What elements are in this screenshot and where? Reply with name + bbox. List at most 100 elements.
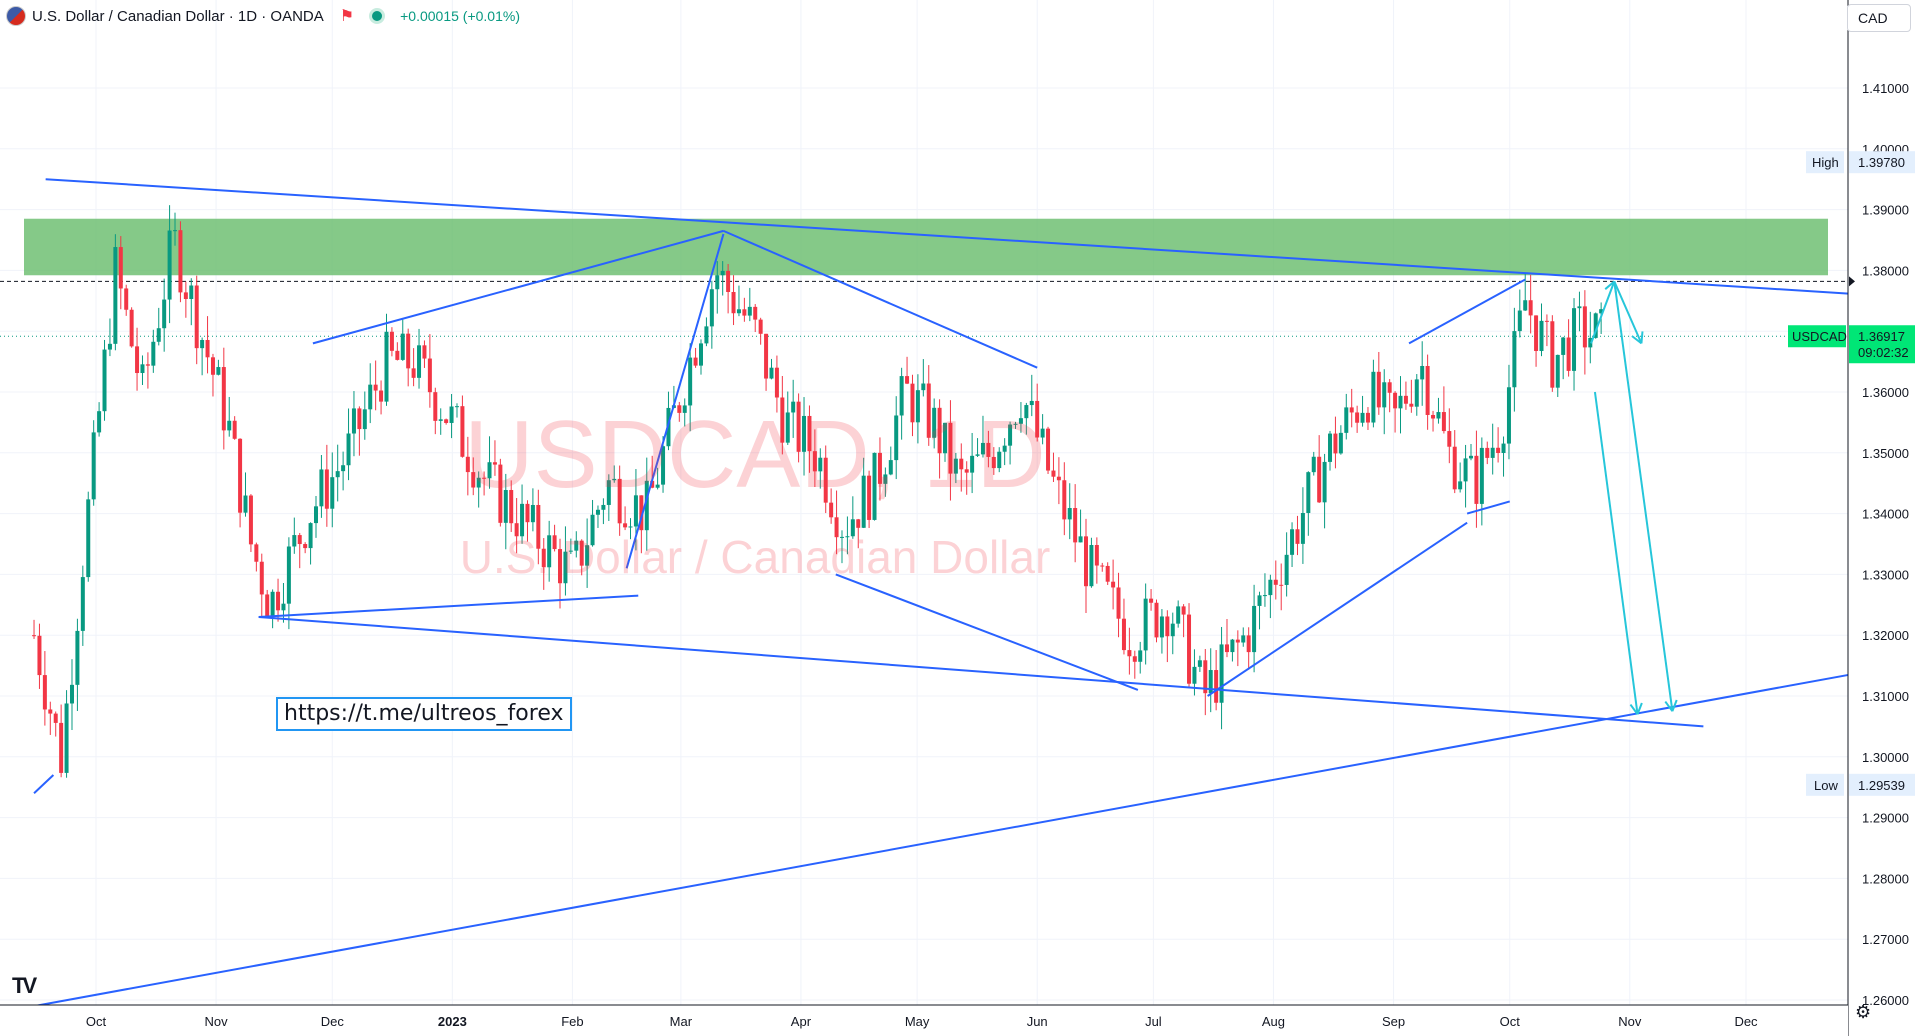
candle-body [330,477,335,509]
candle-body [1409,403,1414,407]
candle-body [1517,310,1522,332]
candle-body [53,713,58,723]
candle-body [1469,455,1473,459]
time-tick-label: Jul [1145,1014,1162,1029]
candle-body [552,535,557,550]
candle-body [324,469,329,509]
trendline[interactable] [258,615,1704,728]
candle-body [1159,616,1164,638]
candle-body [1398,395,1403,409]
candle-body [1062,480,1067,520]
trendline[interactable] [1207,521,1468,697]
candle-body [1279,584,1284,586]
candle-body [118,247,123,289]
resistance-zone[interactable] [24,218,1828,276]
candle-body [465,456,470,473]
candle-body [753,306,758,320]
trendline[interactable] [258,594,639,618]
low-value: 1.29539 [1858,778,1905,793]
candle-body [498,464,503,523]
candle-body [210,357,215,375]
trendline[interactable] [312,229,724,345]
candle-body [1599,309,1604,314]
trendline[interactable] [33,774,55,795]
time-tick-label: Jun [1027,1014,1048,1029]
candle-body [715,275,720,290]
low-tag: Low [1814,778,1838,793]
candle-body [113,247,118,344]
watermark-symbol: USDCAD, 1D [464,401,1045,508]
candle-body [373,384,378,391]
candle-body [48,709,53,714]
candle-body [747,306,752,316]
candle-body [476,477,481,488]
trendlines[interactable] [33,178,1867,1008]
last-symbol: USDCAD [1792,329,1847,344]
trendline[interactable] [1466,500,1511,515]
candle-body [774,367,779,398]
candle-body [888,460,893,475]
candle-body [1268,579,1273,596]
time-tick-label: Apr [791,1014,812,1029]
candle-body [438,419,443,421]
candle-body [959,458,964,470]
time-tick-label: Oct [1500,1014,1521,1029]
trendline[interactable] [1408,278,1526,345]
time-axis[interactable]: Oct Nov Dec 2023 Feb Mar Apr May Jun Jul Aug Sep Oct… [0,1004,1848,1036]
candle-body [1463,458,1468,482]
candle-body [1235,639,1240,643]
price-tick-label: 1.41000 [1862,81,1909,96]
flag-marker-icon[interactable]: ⚑ [339,8,355,25]
candle-body [1344,407,1349,433]
candle-body [492,462,497,465]
trendline[interactable] [625,233,725,569]
candle-body [1544,320,1549,322]
candle-body [135,346,140,374]
candle-body [1257,595,1262,606]
candle-body [417,345,422,378]
symbol-title[interactable]: U.S. Dollar / Canadian Dollar · 1D · OAN… [32,7,324,25]
candle-body [915,390,920,423]
gear-icon[interactable]: ⚙ [1855,1002,1872,1022]
telegram-link-annotation[interactable]: https://t.me/ultreos_forex [276,697,572,731]
candle-body [433,392,438,421]
trendline[interactable] [33,670,1867,1008]
candle-body [1387,382,1392,393]
candle-body [487,462,492,479]
price-axis[interactable]: 1.410001.400001.390001.380001.360001.350… [1788,0,1919,1036]
trendline[interactable] [45,178,1867,296]
candle-body [86,499,91,578]
projection-arrow-head [1604,280,1615,290]
trendline[interactable] [723,229,1038,369]
currency-button[interactable]: CAD [1847,4,1911,32]
candle-body [1371,371,1376,423]
candle-body [303,544,308,549]
candle-body [639,495,644,531]
candle-body [1170,623,1175,637]
candle-body [1534,315,1539,351]
candle-body [883,474,888,484]
price-tick-label: 1.33000 [1862,567,1909,582]
candle-body [1067,508,1072,520]
candle-body [812,451,817,472]
candle-body [574,540,579,551]
projection-arrow[interactable] [1590,280,1616,344]
candle-body [1338,432,1343,454]
tradingview-logo[interactable]: TV [12,973,37,998]
candle-body [1284,554,1289,585]
time-tick-label: Feb [561,1014,583,1029]
candle-body [650,480,655,488]
candle-body [183,292,188,300]
candle-body [709,289,714,327]
trendline[interactable] [835,573,1139,691]
candle-body [1512,331,1517,388]
projection-arrow[interactable] [1613,280,1643,344]
candle-body [37,635,42,676]
candle-body [346,433,351,466]
projection-arrow[interactable] [1593,391,1639,715]
projection-arrows[interactable] [1590,280,1678,715]
candle-body [1403,395,1408,404]
candle-body [243,495,248,513]
projection-arrow[interactable] [1613,281,1674,712]
